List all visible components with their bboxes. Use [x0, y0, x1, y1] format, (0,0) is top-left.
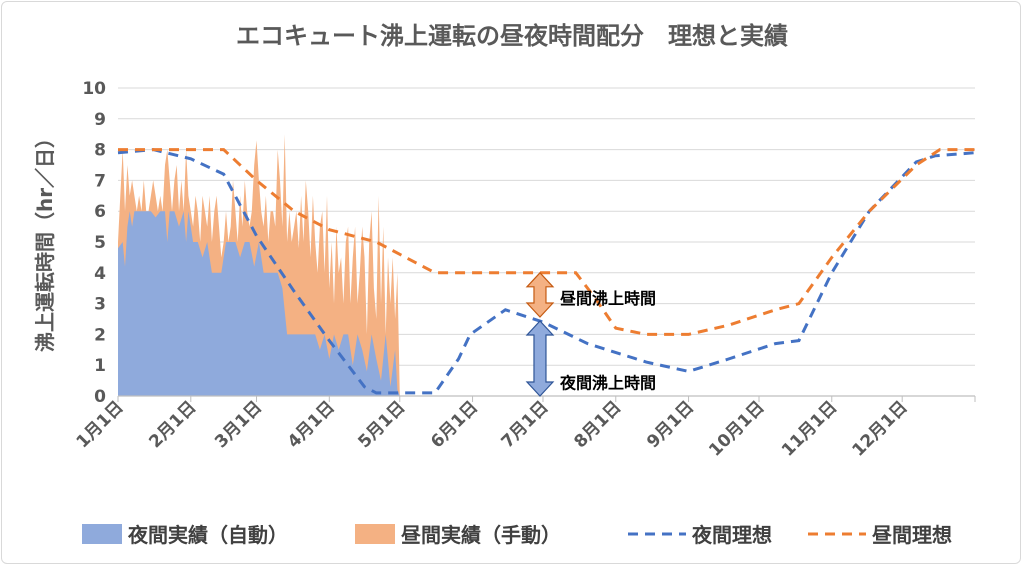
series-area-night-actual [118, 211, 400, 396]
y-tick-label: 9 [94, 110, 106, 130]
actual-areas [118, 134, 400, 396]
chart-title: エコキュート沸上運転の昼夜時間配分 理想と実績 [236, 22, 788, 50]
y-tick-label: 2 [94, 325, 106, 345]
y-tick-label: 3 [94, 295, 106, 315]
y-axis-label: 沸上運転時間（hr／日） [33, 128, 57, 352]
y-tick-label: 5 [94, 233, 106, 253]
series-line-night-ideal [117, 148, 976, 395]
x-tick-label: 2月1日 [145, 397, 200, 452]
day-hours-label: 昼間沸上時間 [559, 289, 656, 308]
x-tick-label: 8月1日 [570, 397, 625, 452]
y-tick-labels: 0 1 2 3 4 5 6 7 8 9 10 [82, 79, 106, 407]
x-tick-label: 4月1日 [284, 397, 339, 452]
y-tick-label: 1 [94, 356, 106, 376]
y-tick-label: 8 [94, 141, 106, 161]
legend-swatch [355, 524, 395, 544]
x-tick-label: 3月1日 [211, 397, 266, 452]
x-tick-label: 12月1日 [848, 397, 911, 460]
legend-label: 夜間実績（自動） [127, 523, 288, 547]
axes [117, 395, 976, 402]
x-tick-label: 10月1日 [705, 397, 768, 460]
y-tick-label: 7 [94, 171, 106, 191]
legend-label: 昼間実績（手動） [401, 523, 561, 547]
y-tick-label: 4 [94, 264, 106, 284]
x-tick-label: 9月1日 [643, 397, 698, 452]
night-hours-arrow [525, 320, 555, 397]
y-tick-label: 10 [82, 79, 106, 99]
y-tick-label: 6 [94, 202, 106, 222]
day-hours-arrow [525, 271, 555, 318]
x-tick-label: 7月1日 [498, 397, 553, 452]
x-tick-label: 5月1日 [354, 397, 409, 452]
legend-swatch [82, 524, 122, 544]
legend: 夜間実績（自動） 昼間実績（手動） 夜間理想 昼間理想 [82, 523, 952, 547]
x-tick-labels: 1月1日 2月1日 3月1日 4月1日 5月1日 6月1日 7月1日 8月1日 9月1日 10月1… [73, 397, 912, 460]
series-line-day-ideal [118, 148, 975, 336]
night-hours-label: 夜間沸上時間 [559, 373, 656, 392]
x-tick-label: 6月1日 [427, 397, 482, 452]
legend-label: 夜間理想 [691, 523, 772, 547]
legend-label: 昼間理想 [872, 523, 952, 547]
x-tick-label: 11月1日 [778, 397, 841, 460]
y-tick-label: 0 [94, 387, 106, 407]
ideal-lines [117, 148, 976, 395]
